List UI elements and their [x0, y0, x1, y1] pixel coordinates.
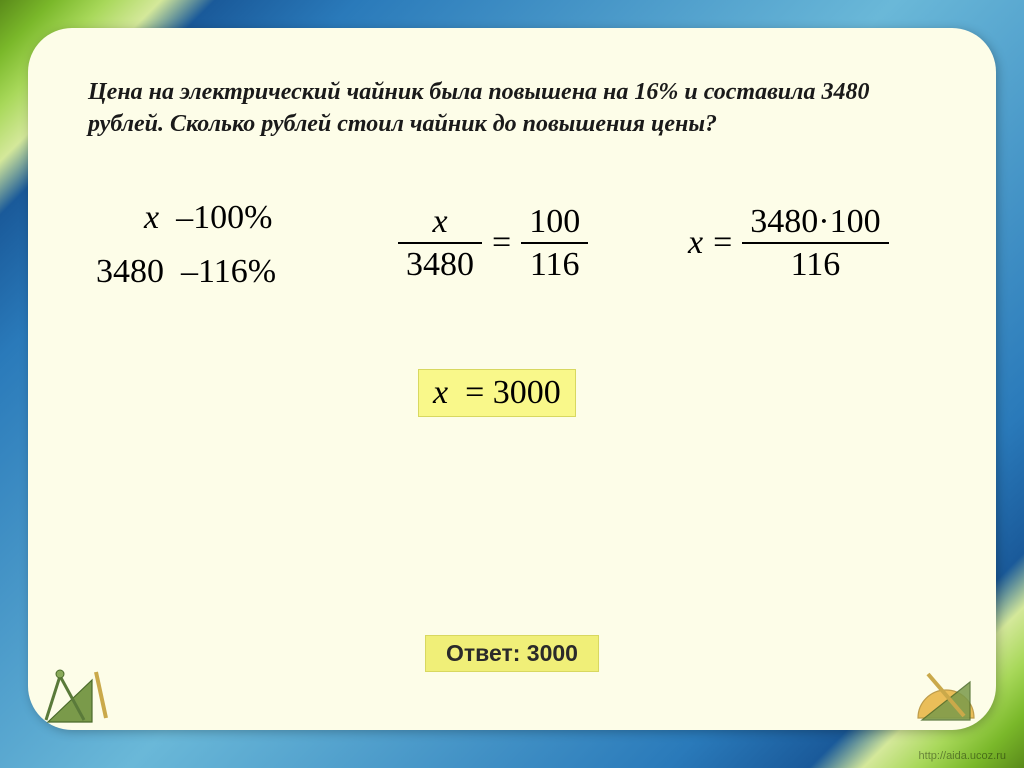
setup-line-2: 3480 –116% — [96, 253, 276, 291]
watermark-link[interactable]: http://aida.ucoz.ru — [919, 750, 1006, 762]
solve-for-x: x = 3480·100 116 — [688, 203, 889, 284]
compass-triangle-icon — [42, 666, 114, 726]
setup-line-1: x –100% — [144, 199, 272, 237]
result-highlight: x = 3000 — [418, 369, 576, 417]
answer-box: Ответ: 3000 — [425, 635, 599, 672]
protractor-triangle-icon — [910, 666, 982, 726]
solution-area: x –100% 3480 –116% x 3480 = 100 116 x = … — [88, 199, 936, 559]
problem-statement: Цена на электрический чайник была повыше… — [88, 76, 936, 141]
proportion-equation: x 3480 = 100 116 — [398, 203, 588, 284]
slide-card: Цена на электрический чайник была повыше… — [28, 28, 996, 730]
